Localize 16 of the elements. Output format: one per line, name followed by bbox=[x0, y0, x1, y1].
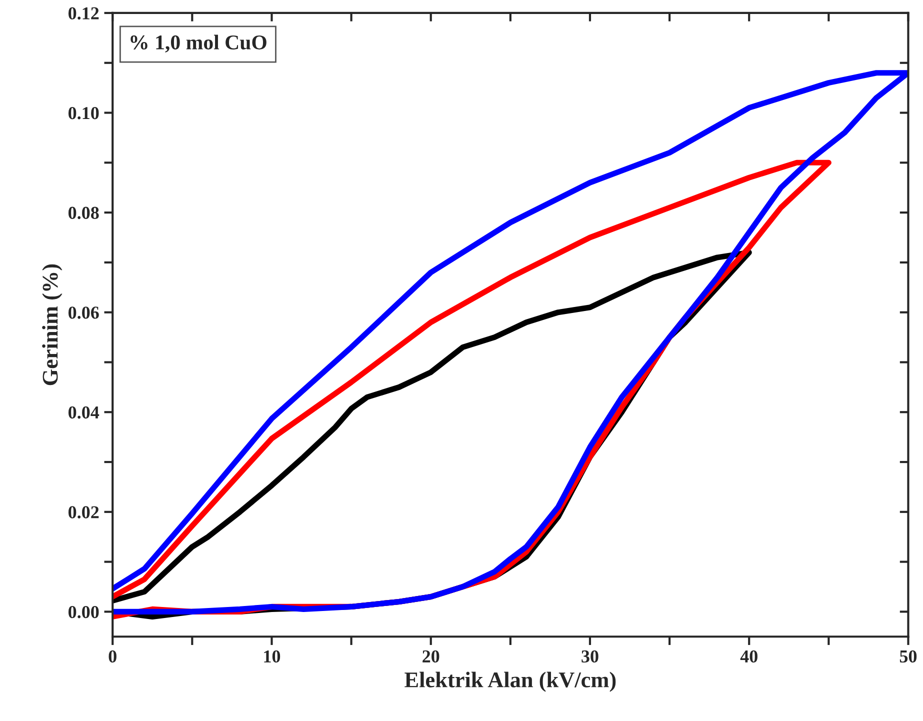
annotation: % 1,0 mol CuO bbox=[130, 34, 266, 52]
y-tick-label: 0.02 bbox=[68, 506, 99, 518]
y-tick-label: 0.12 bbox=[68, 7, 99, 20]
x-tick-label: 40 bbox=[740, 650, 758, 663]
x-tick-label: 20 bbox=[422, 650, 440, 663]
y-axis-title: Gerinim (%) bbox=[42, 264, 62, 386]
x-axis-title: Elektrik Alan (kV/cm) bbox=[404, 672, 616, 692]
y-tick-label: 0.10 bbox=[68, 107, 99, 120]
y-tick-label: 0.04 bbox=[68, 406, 100, 419]
x-tick-label: 10 bbox=[264, 650, 280, 663]
y-tick-label: 0.06 bbox=[68, 306, 99, 319]
y-tick-label: 0.00 bbox=[68, 606, 99, 618]
y-tick-label: 0.08 bbox=[68, 206, 99, 220]
x-tick-label: 50 bbox=[900, 650, 917, 663]
x-tick-label: 0 bbox=[108, 650, 116, 663]
x-tick-label: 30 bbox=[582, 650, 598, 663]
